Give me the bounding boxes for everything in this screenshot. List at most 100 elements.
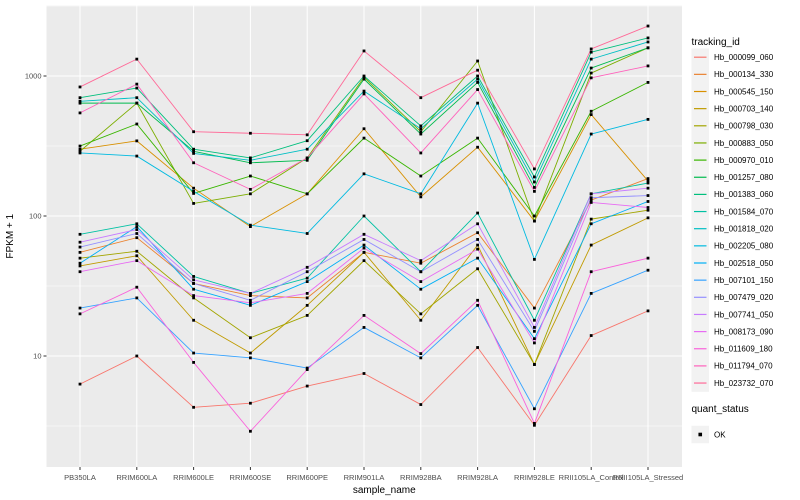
data-point (646, 186, 650, 190)
data-point (192, 318, 195, 322)
data-point (533, 318, 536, 322)
data-point (362, 172, 366, 176)
data-point (362, 92, 366, 96)
data-point (135, 82, 139, 86)
data-point (646, 194, 650, 197)
data-point (249, 303, 252, 307)
data-point (362, 326, 366, 329)
data-point (249, 161, 252, 165)
data-point (419, 270, 423, 274)
data-point (78, 151, 82, 155)
data-point (646, 208, 650, 212)
data-point (646, 181, 650, 185)
quant-status-legend-title: quant_status (692, 404, 749, 415)
data-point (305, 265, 309, 269)
x-tick-label: RRIM901LA (344, 473, 385, 482)
data-point (476, 298, 479, 302)
data-point (476, 256, 479, 260)
data-point (78, 264, 82, 268)
legend-label: Hb_007101_150 (714, 276, 774, 285)
data-point (476, 136, 479, 140)
data-point (533, 363, 536, 366)
x-tick-label: RRIM600SE (230, 473, 272, 482)
data-point (249, 291, 252, 295)
data-point (419, 287, 423, 291)
legend-label: Hb_000545_150 (714, 87, 774, 96)
data-point (192, 282, 195, 285)
legend-label: Hb_023732_070 (714, 379, 774, 388)
legend-title: tracking_id (692, 37, 740, 48)
data-point (589, 50, 593, 54)
data-point (362, 313, 366, 317)
legend-label: Hb_000099_060 (714, 53, 774, 62)
data-point (646, 36, 650, 40)
data-point (646, 81, 650, 84)
data-point (78, 96, 82, 100)
data-point (419, 192, 423, 196)
x-tick-label: RRIM928BA (400, 473, 442, 482)
data-point (533, 306, 536, 310)
data-point (533, 326, 536, 329)
data-point (419, 151, 423, 155)
data-point (249, 401, 252, 405)
x-tick-label: RRII105LA_Control (559, 473, 624, 482)
data-point (362, 238, 366, 241)
legend-label: Hb_002518_050 (714, 259, 774, 268)
data-point (646, 268, 650, 272)
data-point (419, 356, 423, 360)
data-point (362, 77, 366, 81)
data-point (192, 130, 195, 134)
data-point (362, 214, 366, 218)
data-point (533, 337, 536, 341)
data-point (362, 74, 366, 78)
data-point (78, 101, 82, 105)
data-point (192, 151, 195, 155)
data-point (249, 225, 252, 229)
data-point (192, 192, 195, 195)
data-point (476, 101, 479, 105)
data-point (589, 66, 593, 70)
data-point (589, 196, 593, 200)
data-point (533, 167, 536, 171)
data-point (305, 192, 309, 196)
legend-label: Hb_001383_060 (714, 190, 774, 199)
y-axis-title: FPKM + 1 (5, 213, 16, 258)
legend-label: Hb_001257_080 (714, 173, 774, 182)
data-point (249, 351, 252, 355)
data-point (135, 296, 139, 300)
x-tick-label: PB350LA (64, 473, 96, 482)
data-point (476, 222, 479, 226)
data-point (419, 259, 423, 263)
data-point (533, 180, 536, 184)
data-point (419, 130, 423, 134)
data-point (192, 161, 195, 165)
data-point (589, 109, 593, 113)
data-point (419, 261, 423, 265)
data-point (305, 133, 309, 137)
data-point (476, 59, 479, 63)
data-point (78, 99, 82, 103)
data-point (533, 422, 536, 425)
data-point (646, 206, 650, 209)
data-point (419, 96, 423, 100)
data-point (249, 336, 252, 340)
data-point (646, 309, 650, 313)
data-point (476, 243, 479, 247)
data-point (78, 256, 82, 260)
data-point (533, 214, 536, 218)
data-point (78, 240, 82, 244)
data-point (533, 257, 536, 261)
data-point (476, 346, 479, 349)
data-point (476, 247, 479, 251)
data-point (305, 276, 309, 280)
data-point (192, 351, 195, 355)
data-point (362, 243, 366, 247)
data-point (135, 354, 139, 358)
data-point (135, 228, 139, 231)
data-point (362, 246, 366, 250)
data-point (135, 122, 139, 126)
data-point (646, 64, 650, 68)
legend-label: Hb_000703_140 (714, 104, 774, 113)
data-point (362, 250, 366, 254)
data-point (249, 223, 252, 227)
